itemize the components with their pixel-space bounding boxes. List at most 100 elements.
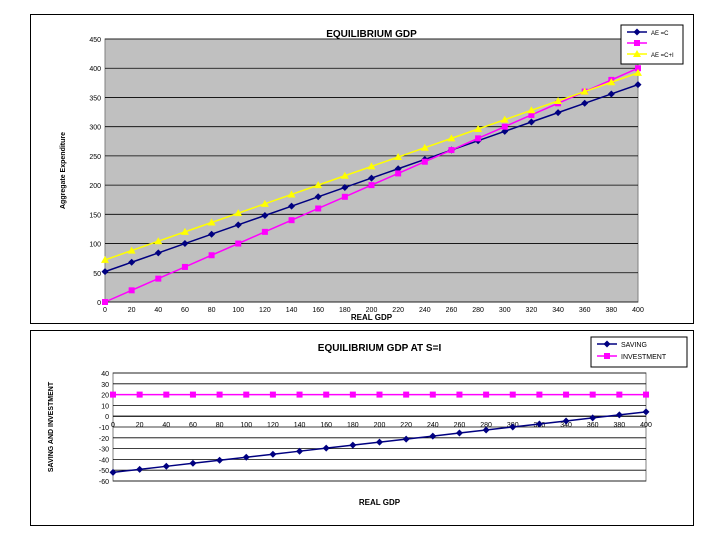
chart-1-y-tick-label: 300 xyxy=(89,125,101,132)
chart-2-x-tick-label: 380 xyxy=(614,422,626,429)
chart-1-y-tick-label: 50 xyxy=(93,271,101,278)
chart-2-x-tick-label: 80 xyxy=(216,422,224,429)
chart-2-x-tick-label: 140 xyxy=(294,422,306,429)
chart-1-series-2-point xyxy=(421,158,428,165)
chart-2-title: EQUILIBRIUM GDP AT S=I xyxy=(318,343,442,354)
chart-1-series-3-point xyxy=(420,143,429,151)
chart-1-series-1-point xyxy=(154,249,162,257)
chart-1-legend-marker-2 xyxy=(634,40,640,46)
chart-1-x-tick-label: 200 xyxy=(366,307,378,314)
chart-2-y-tick-label: -20 xyxy=(99,436,109,443)
chart-1-series-1-point xyxy=(554,109,562,117)
chart-1-series-3-point xyxy=(607,78,616,86)
chart-1-x-tick-label: 360 xyxy=(579,307,591,314)
chart-1-series-1-point xyxy=(101,268,109,276)
chart-1-x-axis-label: REAL GDP xyxy=(351,313,393,322)
chart-2-y-axis-label: SAVING AND INVESTMENT xyxy=(48,381,55,472)
chart-2-series-1-point xyxy=(615,411,623,419)
chart-1-series-3-point xyxy=(101,255,109,263)
chart-2-series-2-point xyxy=(429,391,436,398)
chart-2-x-tick-label: 400 xyxy=(640,422,652,429)
chart-1-series-2-point xyxy=(528,111,535,118)
chart-2-x-tick-label: 180 xyxy=(347,422,359,429)
chart-1-series-1-point xyxy=(527,118,535,126)
chart-1-series-2-point xyxy=(448,147,455,154)
chart-2-y-tick-label: -40 xyxy=(99,457,109,464)
chart-1-series-1-point xyxy=(607,90,615,98)
chart-1-y-tick-label: 200 xyxy=(89,183,101,190)
chart-2-series-2-point xyxy=(483,391,490,398)
chart-1-x-tick-label: 220 xyxy=(392,307,404,314)
chart-2-y-tick-label: 30 xyxy=(101,382,109,389)
chart-1-legend-label-3: AE =C+I xyxy=(651,53,674,59)
chart-1-series-3-point xyxy=(474,125,483,133)
chart-1-series-1-point xyxy=(234,221,242,229)
chart-2-series-2-point xyxy=(456,391,463,398)
chart-1-series-3-point xyxy=(287,190,296,198)
chart-1-x-tick-label: 180 xyxy=(339,307,351,314)
chart-1-x-tick-label: 120 xyxy=(259,307,271,314)
chart-1-x-tick-label: 280 xyxy=(472,307,484,314)
chart-2-series-2-point xyxy=(643,391,649,398)
chart-1-series-3-point xyxy=(207,218,216,226)
chart-2-x-tick-label: 40 xyxy=(162,422,170,429)
chart-1-series-1-point xyxy=(288,202,296,210)
chart-1-y-tick-label: 350 xyxy=(89,95,101,102)
chart-1-series-3-point xyxy=(634,68,642,76)
chart-2-series-2-point xyxy=(216,391,223,398)
chart-1-x-tick-label: 340 xyxy=(552,307,564,314)
chart-1-x-tick-label: 60 xyxy=(181,307,189,314)
chart-1-series-2-point xyxy=(102,299,108,305)
chart-1-series-2-point xyxy=(315,205,322,212)
chart-1-x-tick-label: 40 xyxy=(154,307,162,314)
chart-1-x-tick-label: 0 xyxy=(103,307,107,314)
chart-1-plot-area xyxy=(104,38,639,303)
chart-1-series-2-point xyxy=(155,275,162,282)
chart-2-x-tick-label: 260 xyxy=(454,422,466,429)
chart-1-x-tick-label: 240 xyxy=(419,307,431,314)
chart-2-series-1-point xyxy=(376,438,383,446)
chart-1-series-3-point xyxy=(580,87,589,95)
chart-1-frame: 0 50 100 150 200 250 300 350 400 450 0 20 40 60 80 100 1… xyxy=(30,14,694,324)
chart-2-series-2-point xyxy=(536,391,543,398)
chart-2-series-2-point xyxy=(616,391,623,398)
chart-1-y-tick-label: 400 xyxy=(89,66,101,73)
chart-2-x-tick-label: 20 xyxy=(136,422,144,429)
chart-1-series-2-point xyxy=(181,263,188,270)
chart-1-x-tick-label: 140 xyxy=(286,307,298,314)
chart-1-series-2-point xyxy=(475,135,482,142)
chart-1-x-tick-label: 160 xyxy=(312,307,324,314)
chart-1-y-axis-label: Aggregate Expenditure xyxy=(60,132,67,209)
chart-1-y-tick-label: 150 xyxy=(89,212,101,219)
chart-1-legend: AE =C AE =C+I xyxy=(620,24,684,65)
chart-2-series-2-point xyxy=(163,391,170,398)
chart-2-series-1-point xyxy=(482,426,490,434)
chart-2-series-1-point xyxy=(349,441,357,449)
chart-2-x-tick-label: 100 xyxy=(240,422,252,429)
chart-1-series-1-point xyxy=(261,212,269,220)
chart-2-series-1-point xyxy=(402,435,410,443)
chart-2-x-tick-label: 340 xyxy=(560,422,572,429)
chart-1-series-3-point xyxy=(127,246,136,254)
chart-1-x-tick-label: 20 xyxy=(128,307,136,314)
chart-1-series-3-point xyxy=(154,237,163,245)
chart-2-x-axis-label: REAL GDP xyxy=(359,498,401,507)
chart-2-series-2-point xyxy=(589,391,596,398)
chart-1-x-tick-label: 80 xyxy=(208,307,216,314)
chart-2-x-tick-label: 120 xyxy=(267,422,279,429)
chart-1-x-tick-label: 100 xyxy=(232,307,244,314)
chart-1-legend-marker-3 xyxy=(633,50,641,57)
chart-2-series-1-point xyxy=(322,444,330,452)
chart-2-series-2-point xyxy=(323,391,330,398)
chart-1-series-2-point xyxy=(395,170,402,177)
chart-2-series-2-point xyxy=(296,391,303,398)
chart-2-y-tick-label: 10 xyxy=(101,403,109,410)
chart-1-series-2-point xyxy=(288,217,295,224)
chart-2-legend-label-2: INVESTMENT xyxy=(621,354,667,361)
chart-2-y-tick-label: 40 xyxy=(101,371,109,378)
chart-2-x-tick-label: 200 xyxy=(374,422,386,429)
chart-2-legend-label-1: SAVING xyxy=(621,342,647,349)
chart-2-series-1-point xyxy=(562,417,570,425)
chart-1-series-2-point xyxy=(261,228,268,235)
chart-1-x-tick-label: 300 xyxy=(499,307,511,314)
